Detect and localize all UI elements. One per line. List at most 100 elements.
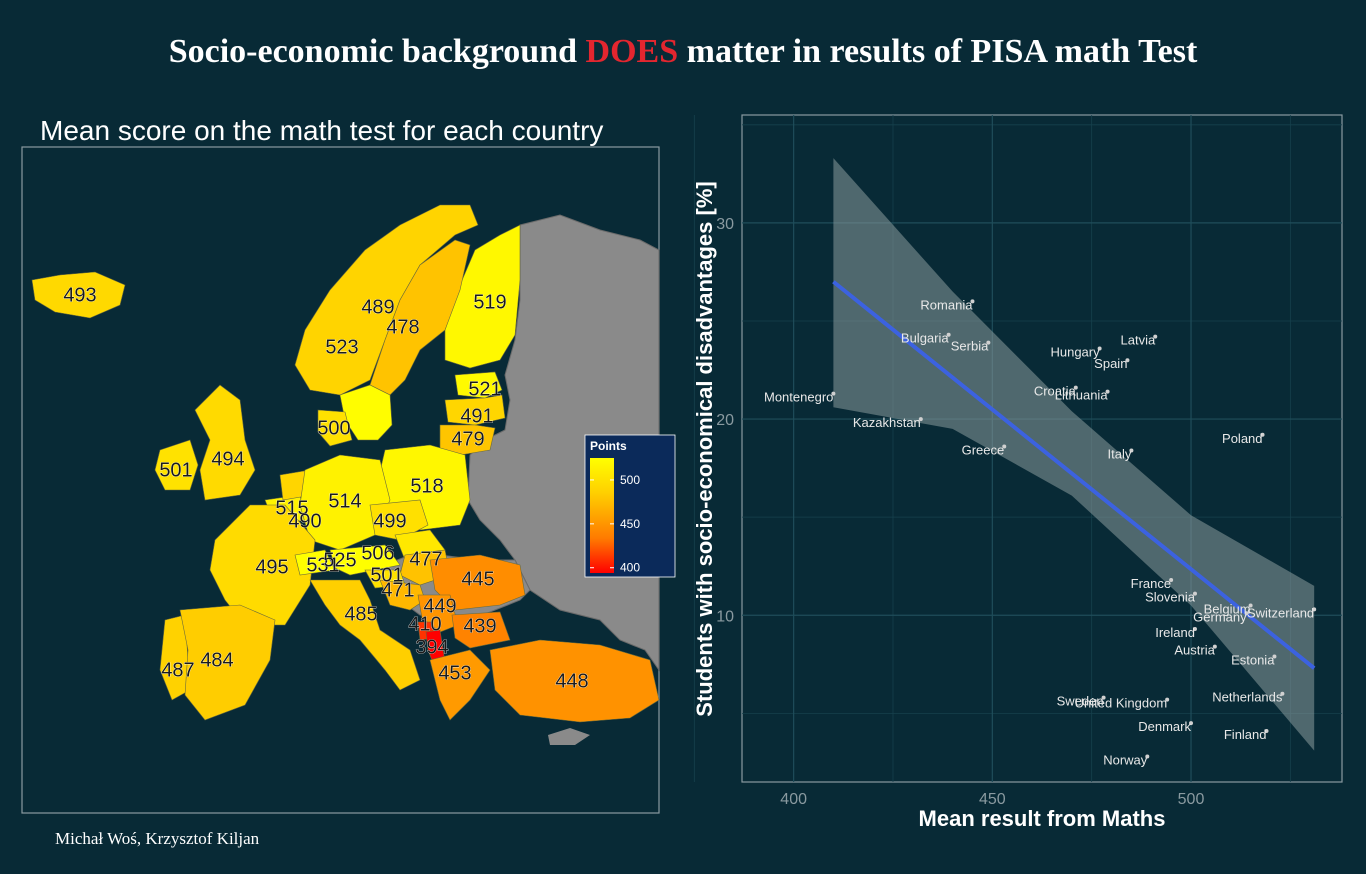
score-label-estonia: 521 [468,378,501,400]
point-label-netherlands: Netherlands [1212,690,1283,705]
point-label-estonia: Estonia [1231,652,1275,667]
point-netherlands [1280,691,1285,696]
x-tick-label: 500 [1178,791,1205,808]
point-finland [1264,728,1269,733]
point-kazakhstan [918,417,923,422]
map-title: Mean score on the math test for each cou… [40,115,604,146]
x-tick-label: 450 [979,791,1006,808]
country-iceland [31,271,126,319]
score-label-belgium: 515 [275,497,308,519]
point-label-lithuania: Lithuania [1055,388,1109,403]
x-tick-label: 400 [780,791,807,808]
point-label-poland: Poland [1222,431,1262,446]
point-label-italy: Italy [1108,446,1132,461]
point-label-latvia: Latvia [1121,333,1156,348]
point-label-norway: Norway [1103,752,1148,767]
score-label-sweden-south: 523 [325,336,358,358]
point-label-sweden: Sweden [1057,694,1104,709]
point-label-montenegro: Montenegro [764,390,833,405]
y-tick-label: 30 [716,216,734,233]
score-label-italy: 485 [344,603,377,625]
score-label-ireland: 501 [159,459,192,481]
score-label-lithuania: 479 [451,428,484,450]
legend-title: Points [590,439,627,453]
point-label-switzerland: Switzerland [1247,605,1314,620]
score-label-switzerland: 531 [306,554,339,576]
confidence-band [833,158,1315,751]
country-denmark [317,409,353,447]
legend-colorbar [590,458,614,573]
score-label-finland: 519 [473,291,506,313]
point-spain [1125,358,1130,363]
point-label-kazakhstan: Kazakhstan [853,415,921,430]
point-lithuania [1105,389,1110,394]
cyprus-region [548,728,590,745]
legend-tick-label: 500 [620,473,640,487]
point-bulgaria [946,332,951,337]
score-label-czechia: 499 [373,510,406,532]
country-croatia [379,579,426,611]
legend-tick-label: 450 [620,517,640,531]
point-label-serbia: Serbia [951,339,989,354]
score-label-poland: 518 [410,475,443,497]
score-label-austria: 525 [323,549,356,571]
point-label-slovenia: Slovenia [1145,590,1196,605]
score-label-norway: 489 [361,296,394,318]
map-legend: Points 500 450 400 [584,434,676,578]
score-label-montenegro: 410 [408,613,441,635]
point-romania [970,299,975,304]
point-label-austria: Austria [1174,643,1215,658]
score-label-latvia: 491 [460,405,493,427]
point-label-france: France [1131,576,1171,591]
score-label-croatia: 471 [381,579,414,601]
title-pre: Socio-economic background [168,33,586,70]
point-switzerland [1312,607,1317,612]
point-norway [1145,754,1150,759]
country-sweden [369,239,471,396]
point-ireland [1192,626,1197,631]
title-highlight: DOES [585,33,679,70]
score-label-sweden: 478 [386,316,419,338]
score-label-united-kingdom: 494 [211,448,244,470]
score-label-spain: 484 [200,649,233,671]
country-romania [429,554,526,611]
point-label-hungary: Hungary [1050,344,1100,359]
country-finland [444,224,521,369]
point-label-ireland: Ireland [1155,625,1195,640]
country-switzerland [294,549,336,576]
title-post: matter in results of PISA math Test [678,33,1198,70]
country-norway [294,204,479,396]
country-italy [309,579,421,691]
score-label-greece: 453 [438,662,471,684]
x-axis-label: Mean result from Maths [919,806,1166,831]
score-label-romania: 445 [461,568,494,590]
country-estonia [454,371,503,399]
point-hungary [1097,346,1102,351]
point-denmark [1189,721,1194,726]
point-label-united-kingdom: United Kingdom [1075,696,1168,711]
point-germany [1244,611,1249,616]
score-label-slovenia: 501 [370,564,403,586]
author-credit: Michał Woś, Krzysztof Kiljan [55,829,260,848]
point-label-germany: Germany [1193,609,1247,624]
country-greece [429,649,491,721]
point-sweden [1101,695,1106,700]
y-tick-label: 20 [716,412,734,429]
country-turkey [489,639,660,723]
country-serbia [417,594,459,633]
score-label-portugal: 487 [161,659,194,681]
country-ireland [154,439,199,491]
country-bulgaria [451,611,511,649]
score-label-serbia: 449 [423,595,456,617]
score-label-slovakia: 506 [361,542,394,564]
point-label-spain: Spain [1094,356,1127,371]
country-spain [179,604,276,721]
score-label-denmark: 500 [317,417,350,439]
point-label-denmark: Denmark [1138,719,1191,734]
score-label-kosovo: 394 [415,636,448,658]
point-slovenia [1192,591,1197,596]
point-united-kingdom [1165,697,1170,702]
y-axis-label: Students with socio-economical disadvant… [692,181,717,716]
country-united-kingdom [194,384,256,501]
